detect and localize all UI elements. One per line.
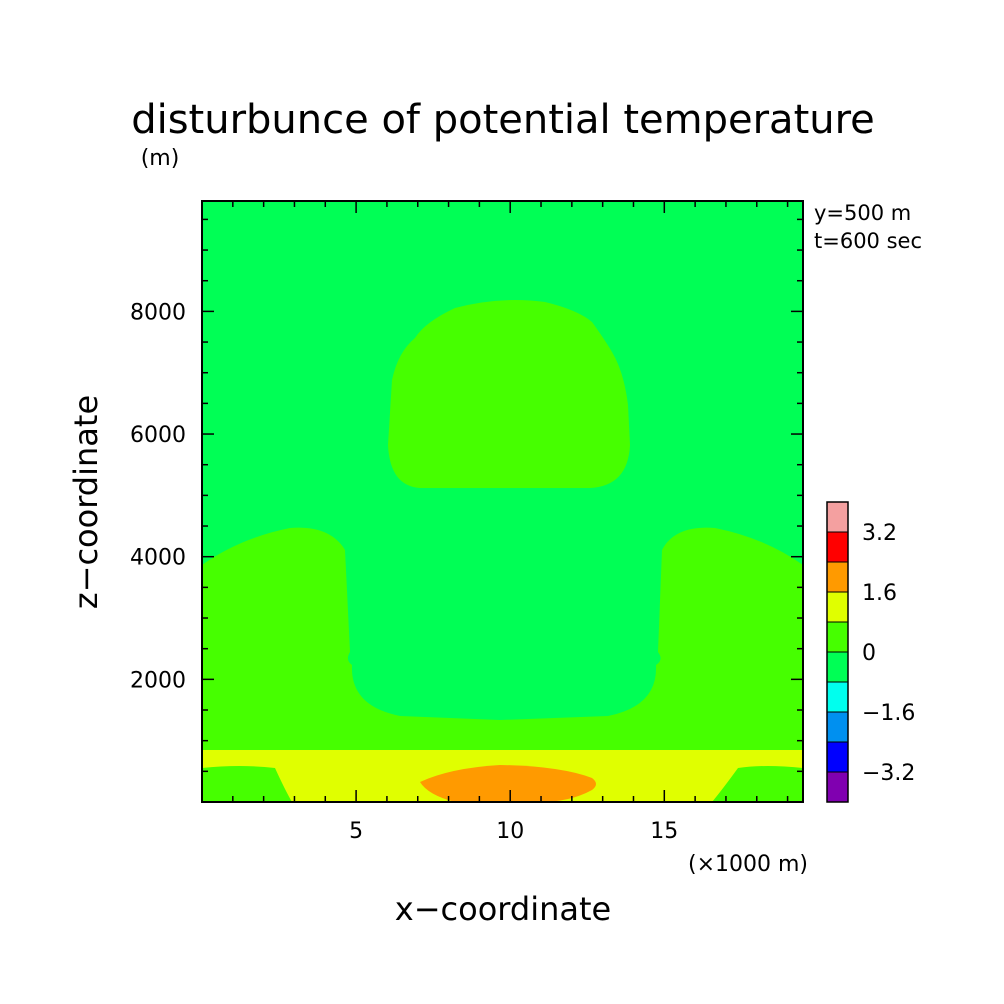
colorbar-swatch bbox=[826, 501, 849, 533]
colorbar-swatch bbox=[826, 681, 849, 713]
colorbar: 3.2 1.6 0 −1.6 −3.2 bbox=[826, 501, 915, 803]
annotation-y: y=500 m bbox=[814, 201, 911, 225]
plot-area bbox=[201, 200, 804, 803]
x-unit-label: (×1000 m) bbox=[688, 852, 808, 877]
colorbar-swatch bbox=[826, 711, 849, 743]
colorbar-label: −1.6 bbox=[862, 701, 915, 726]
axis-ticks bbox=[201, 201, 803, 802]
colorbar-swatch bbox=[826, 651, 849, 683]
colorbar-label: −3.2 bbox=[862, 761, 915, 786]
region-upper-blob bbox=[388, 300, 630, 488]
colorbar-swatch bbox=[826, 771, 849, 803]
y-unit-label: (m) bbox=[141, 146, 180, 171]
region-left-lobe bbox=[202, 527, 500, 760]
plot-frame bbox=[201, 200, 804, 803]
x-axis-label: x−coordinate bbox=[395, 890, 611, 928]
colorbar-swatch bbox=[826, 561, 849, 593]
colorbar-swatch bbox=[826, 531, 849, 563]
x-tick-label: 10 bbox=[496, 819, 524, 844]
colorbar-label: 3.2 bbox=[862, 521, 897, 546]
x-tick-label: 15 bbox=[650, 819, 678, 844]
region-surface-left-pocket bbox=[202, 766, 292, 802]
y-tick-label: 2000 bbox=[130, 668, 186, 693]
x-tick-label: 5 bbox=[349, 819, 363, 844]
colorbar-swatch bbox=[826, 591, 849, 623]
region-right-lobe bbox=[500, 527, 803, 760]
tick-labels: 5 10 15 2000 4000 6000 8000 bbox=[130, 300, 678, 844]
y-tick-label: 4000 bbox=[130, 546, 186, 571]
chart-title: disturbunce of potential temperature bbox=[131, 97, 875, 143]
colorbar-swatch bbox=[826, 741, 849, 773]
colorbar-label: 0 bbox=[862, 641, 876, 666]
colorbar-frame bbox=[826, 501, 849, 803]
region-surface-right-pocket bbox=[712, 766, 803, 802]
y-tick-label: 8000 bbox=[130, 300, 186, 325]
annotation-t: t=600 sec bbox=[814, 229, 922, 253]
y-axis-label: z−coordinate bbox=[67, 395, 105, 609]
y-tick-label: 6000 bbox=[130, 423, 186, 448]
colorbar-swatch bbox=[826, 621, 849, 653]
region-surface-core bbox=[420, 765, 596, 802]
colorbar-label: 1.6 bbox=[862, 581, 897, 606]
